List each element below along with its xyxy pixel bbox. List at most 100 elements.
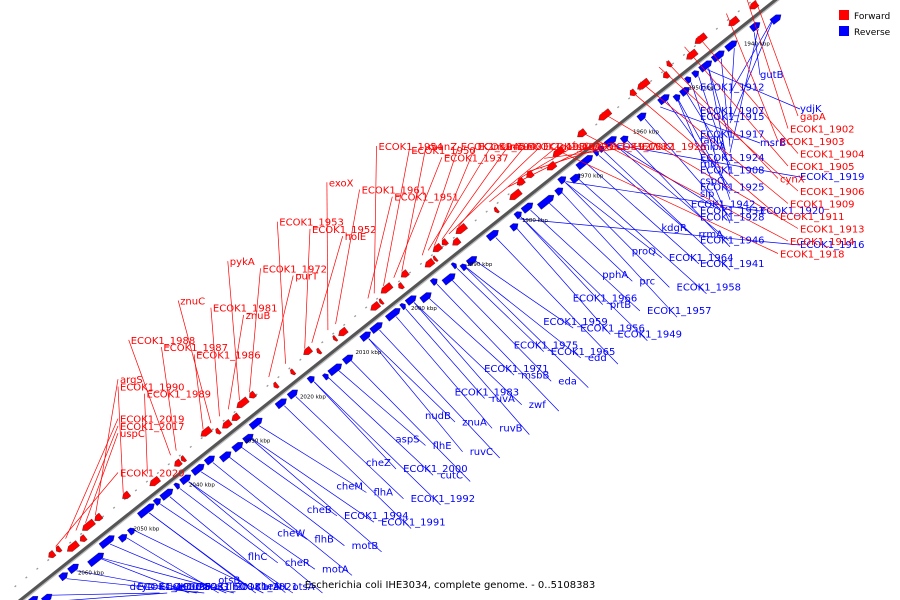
forward-gene [48,550,57,559]
forward-gene [728,15,741,26]
reverse-gene-label: ECOK1_1949 [617,330,682,341]
forward-leader-line [697,35,799,154]
forward-gene-label: ECOK1_2019 [120,415,185,426]
forward-leader-line [441,145,509,240]
reverse-gene-label: ECOK1_1966 [573,294,638,305]
reverse-leader-line [324,373,434,476]
reverse-leader-line [413,302,530,435]
forward-gene [432,242,443,253]
reverse-leader-line [395,316,493,429]
reverse-gene [67,563,79,575]
reverse-leader-line [224,453,345,546]
forward-gene-label: uspC [120,429,145,440]
reverse-leader-line [379,329,500,459]
forward-leader-line [304,228,311,349]
reverse-leader-line [698,76,731,171]
reverse-gene-label: flhC [248,552,268,563]
forward-gene [122,490,132,499]
reverse-gene-label: otsA [293,582,315,593]
forward-gene [67,540,80,552]
reverse-gene-label: ECOK1_1965 [551,347,616,358]
reverse-leader-line [447,275,552,382]
forward-leader-line [75,425,119,531]
kbp-tick-label: 1950 kbp [688,86,714,92]
reverse-gene-label: ydjK [800,104,822,115]
forward-gene-label: ECOK1_1904 [800,150,865,161]
minor-tick [211,428,214,431]
forward-leader-line [507,145,591,188]
reverse-leader-line [520,217,603,305]
kbp-tick-label: 1940 kbp [744,41,770,47]
forward-gene [303,346,313,355]
forward-leader-line [746,0,789,129]
forward-gene-label: ECOK1_1952 [312,225,377,236]
backbone-line [17,0,779,600]
reverse-leader-line [76,570,197,594]
reverse-leader-line [519,218,801,246]
minor-tick [660,71,664,74]
forward-gene [637,77,651,90]
reverse-leader-line [368,338,463,453]
reverse-leader-line [246,435,375,523]
reverse-leader-line [129,527,264,594]
reverse-gene-label: prc [639,276,655,287]
forward-gene-label: pabB [560,142,586,153]
forward-gene [400,269,410,278]
reverse-gene [554,187,564,196]
forward-leader-line [555,149,779,254]
forward-gene [424,257,436,268]
minor-tick [68,541,72,544]
forward-leader-line [268,275,294,378]
reverse-leader-line [544,198,633,282]
forward-gene [749,0,760,10]
forward-gene [441,238,449,246]
forward-gene [493,206,500,214]
reverse-leader-line [313,381,441,506]
reverse-gene [369,322,383,334]
reverse-gene-label: cheZ [366,458,391,469]
reverse-gene [179,474,191,486]
reverse-gene [724,40,738,52]
reverse-leader-line [200,471,308,540]
reverse-leader-line [236,443,338,517]
forward-gene [273,381,280,389]
reverse-gene-label: ECOK1_1915 [700,112,765,123]
reverse-leader-line [258,425,367,493]
forward-gene-label: purT [295,272,319,283]
reverse-leader-line [169,496,286,593]
forward-gene [215,427,222,435]
reverse-gene-label: ECOK1_1959 [543,317,608,328]
legend-reverse-label: Reverse [854,28,891,38]
minor-tick [112,506,116,509]
reverse-gene-label: araH [263,582,287,593]
reverse-gene-label: ECOK1_1971 [484,364,549,375]
forward-gene [509,188,523,200]
reverse-gene [749,22,761,33]
reverse-gene-label: motA [322,564,349,575]
reverse-gene-label: flhB [314,535,334,546]
forward-leader-line [210,307,220,417]
forward-gene [290,368,297,376]
forward-leader-line [526,145,608,173]
kbp-tick-label: 2000 kbp [411,306,437,312]
minor-tick [617,105,620,109]
forward-leader-line [421,145,460,256]
reverse-gene-label: prtB [610,300,631,311]
forward-leader-line [629,89,779,217]
reverse-gene-label: ECOK1_1983 [455,388,520,399]
minor-tick [25,576,28,579]
reverse-leader-line [512,223,611,335]
minor-tick [748,1,751,4]
reverse-gene [509,223,519,232]
reverse-leader-line [623,136,731,247]
reverse-gene-label: cheA [255,582,280,593]
genome-caption: Escherichia coli IHE3034, complete genom… [305,580,595,591]
forward-leader-line [249,268,261,393]
forward-gene-label: ECOK1_1989 [147,390,212,401]
reverse-gene-label: flhD [226,582,247,593]
minor-tick [595,123,598,126]
forward-gene-label: ECOK1_1972 [263,264,328,275]
reverse-leader-line [574,174,707,294]
reverse-gene [87,552,104,568]
reverse-gene [322,373,329,381]
